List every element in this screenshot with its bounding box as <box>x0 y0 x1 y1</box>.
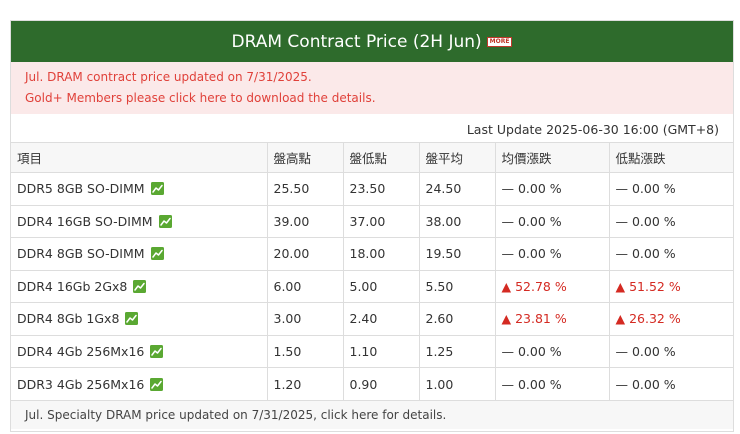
item-name: DDR4 16Gb 2Gx8 <box>17 278 128 294</box>
cell-avg-change: — 0.00 % <box>495 367 610 400</box>
cell-avg: 38.00 <box>419 204 496 238</box>
table-row: DDR4 8Gb 1Gx8 3.00 2.40 2.60 ▲ 23.81 % ▲ 26.3… <box>11 302 733 335</box>
cell-low: 18.00 <box>343 237 420 270</box>
cell-high: 3.00 <box>267 302 344 335</box>
line-chart-icon[interactable] <box>150 377 164 391</box>
more-button[interactable]: MORE <box>486 36 513 47</box>
line-chart-icon[interactable] <box>150 182 164 196</box>
cell-low-change: — 0.00 % <box>609 334 733 368</box>
table-row: DDR5 8GB SO-DIMM 25.50 23.50 24.50— 0.00 % —… <box>11 172 733 205</box>
item-name: DDR4 16GB SO-DIMM <box>17 213 153 229</box>
item-name: DDR4 4Gb 256Mx16 <box>17 343 145 359</box>
cell-low-change: — 0.00 % <box>609 237 733 270</box>
cell-low: 5.00 <box>343 269 420 303</box>
notice-download-link[interactable]: Gold+ Members please click here to downl… <box>25 91 376 105</box>
cell-low: 23.50 <box>343 172 420 205</box>
item-name: DDR4 8GB SO-DIMM <box>17 246 145 262</box>
cell-high: 25.50 <box>267 172 344 205</box>
cell-avg-change: — 0.00 % <box>495 172 610 205</box>
cell-low: 0.90 <box>343 367 420 400</box>
cell-item: DDR4 8GB SO-DIMM <box>11 237 268 270</box>
column-header-low-change: 低點漲跌 <box>609 142 733 173</box>
table-header-row: 項目 盤高點 盤低點 盤平均 均價漲跌 低點漲跌 <box>11 142 733 173</box>
table-row: DDR3 4Gb 256Mx16 1.20 0.90 1.00— 0.00 % — 0.… <box>11 367 733 400</box>
cell-low: 1.10 <box>343 334 420 368</box>
cell-item: DDR5 8GB SO-DIMM <box>11 172 268 205</box>
cell-high: 20.00 <box>267 237 344 270</box>
cell-low-change: — 0.00 % <box>609 367 733 400</box>
panel-title: DRAM Contract Price (2H Jun) <box>231 31 482 52</box>
cell-avg: 1.25 <box>419 334 496 368</box>
cell-low-change: — 0.00 % <box>609 172 733 205</box>
panel-header: DRAM Contract Price (2H Jun) MORE <box>11 21 733 62</box>
cell-avg-change: ▲ 52.78 % <box>495 269 610 303</box>
cell-item: DDR4 16Gb 2Gx8 <box>11 269 268 303</box>
cell-avg: 24.50 <box>419 172 496 205</box>
table-row: DDR4 8GB SO-DIMM 20.00 18.00 19.50— 0.00 % —… <box>11 237 733 270</box>
cell-low-change: ▲ 51.52 % <box>609 269 733 303</box>
cell-item: DDR4 8Gb 1Gx8 <box>11 302 268 335</box>
cell-low-change: — 0.00 % <box>609 204 733 238</box>
cell-high: 39.00 <box>267 204 344 238</box>
last-update: Last Update 2025-06-30 16:00 (GMT+8) <box>466 122 719 137</box>
line-chart-icon[interactable] <box>150 247 164 261</box>
column-header-item: 項目 <box>11 142 268 173</box>
cell-high: 1.20 <box>267 367 344 400</box>
item-name: DDR3 4Gb 256Mx16 <box>17 376 145 392</box>
cell-low: 2.40 <box>343 302 420 335</box>
line-chart-icon[interactable] <box>125 312 139 326</box>
dram-price-panel: DRAM Contract Price (2H Jun) MORE Jul. D… <box>10 20 734 432</box>
line-chart-icon[interactable] <box>150 344 164 358</box>
cell-avg: 2.60 <box>419 302 496 335</box>
column-header-low: 盤低點 <box>343 142 420 173</box>
cell-item: DDR4 16GB SO-DIMM <box>11 204 268 238</box>
specialty-dram-link[interactable]: Jul. Specialty DRAM price updated on 7/3… <box>11 400 733 429</box>
cell-high: 6.00 <box>267 269 344 303</box>
price-table: 項目 盤高點 盤低點 盤平均 均價漲跌 低點漲跌 DDR5 8GB SO-DIM… <box>11 142 733 400</box>
table-row: DDR4 4Gb 256Mx16 1.50 1.10 1.25— 0.00 % — 0.… <box>11 334 733 368</box>
cell-item: DDR3 4Gb 256Mx16 <box>11 367 268 400</box>
cell-avg-change: — 0.00 % <box>495 237 610 270</box>
notice-box: Jul. DRAM contract price updated on 7/31… <box>11 62 733 114</box>
line-chart-icon[interactable] <box>133 279 147 293</box>
table-row: DDR4 16GB SO-DIMM 39.00 37.00 38.00— 0.00 %… <box>11 204 733 238</box>
cell-avg: 5.50 <box>419 269 496 303</box>
cell-avg-change: ▲ 23.81 % <box>495 302 610 335</box>
column-header-avg: 盤平均 <box>419 142 496 173</box>
notice-line-1[interactable]: Jul. DRAM contract price updated on 7/31… <box>25 70 312 84</box>
cell-avg: 19.50 <box>419 237 496 270</box>
column-header-high: 盤高點 <box>267 142 344 173</box>
cell-avg: 1.00 <box>419 367 496 400</box>
cell-item: DDR4 4Gb 256Mx16 <box>11 334 268 368</box>
cell-high: 1.50 <box>267 334 344 368</box>
column-header-avg-change: 均價漲跌 <box>495 142 610 173</box>
cell-avg-change: — 0.00 % <box>495 204 610 238</box>
table-row: DDR4 16Gb 2Gx8 6.00 5.00 5.50 ▲ 52.78 % ▲ 51.… <box>11 269 733 303</box>
cell-low-change: ▲ 26.32 % <box>609 302 733 335</box>
item-name: DDR5 8GB SO-DIMM <box>17 181 145 197</box>
cell-low: 37.00 <box>343 204 420 238</box>
line-chart-icon[interactable] <box>158 214 172 228</box>
item-name: DDR4 8Gb 1Gx8 <box>17 311 120 327</box>
cell-avg-change: — 0.00 % <box>495 334 610 368</box>
